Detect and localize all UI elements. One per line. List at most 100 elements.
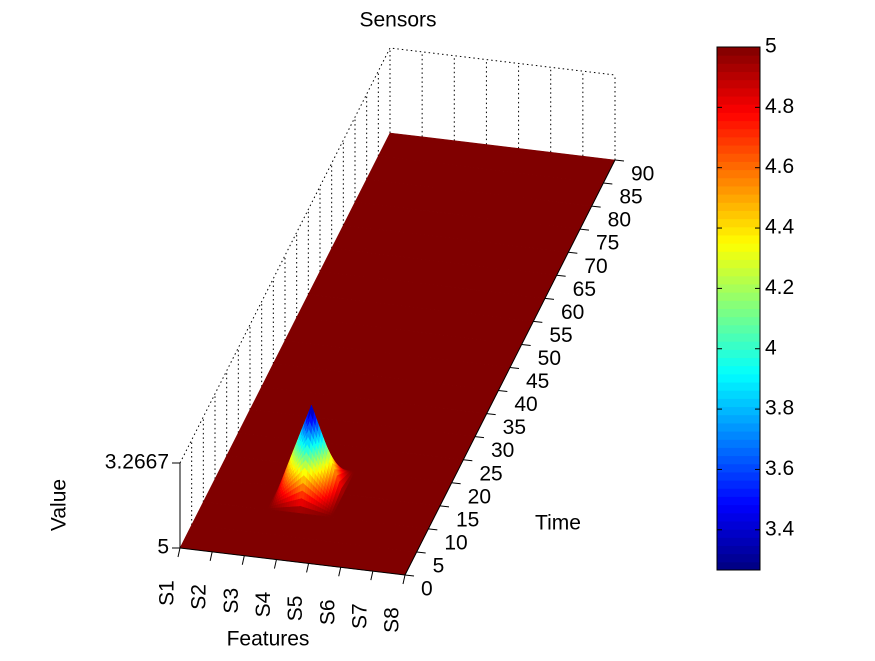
colorbar-cell — [717, 505, 760, 514]
colorbar-cell — [717, 423, 760, 432]
z-tick-label: 5 — [157, 536, 169, 559]
colorbar-cell — [717, 259, 760, 268]
colorbar-cell — [717, 317, 760, 326]
colorbar-cell — [717, 513, 760, 522]
colorbar-cell — [717, 88, 760, 97]
x-tick-label: S1 — [156, 580, 179, 606]
colorbar-cell — [717, 96, 760, 105]
colorbar-cell — [717, 292, 760, 301]
colorbar-cell — [717, 562, 760, 571]
colorbar-cell — [717, 309, 760, 318]
colorbar-tick-label: 5 — [765, 35, 777, 58]
colorbar-cell — [717, 153, 760, 162]
colorbar-cell — [717, 235, 760, 244]
y-tick-label: 70 — [584, 255, 607, 278]
colorbar-cell — [717, 341, 760, 350]
colorbar-cell — [717, 227, 760, 236]
y-tick-label: 75 — [596, 232, 619, 255]
colorbar-cell — [717, 358, 760, 367]
colorbar-cell — [717, 112, 760, 121]
colorbar-cell — [717, 537, 760, 546]
colorbar-cell — [717, 456, 760, 465]
colorbar-cell — [717, 145, 760, 154]
x-tick-label: S8 — [381, 607, 404, 633]
colorbar-cell — [717, 104, 760, 113]
x-tick-label: S7 — [348, 603, 371, 629]
colorbar-tick-label: 3.4 — [765, 517, 795, 540]
colorbar-cell — [717, 219, 760, 228]
colorbar-cell — [717, 480, 760, 489]
x-tick-label: S5 — [284, 596, 307, 622]
colorbar-cell — [717, 366, 760, 375]
y-tick-label: 5 — [433, 554, 445, 577]
z-tick-label: 3.2667 — [105, 451, 169, 474]
colorbar-tick-label: 3.8 — [765, 397, 794, 420]
y-tick-label: 20 — [468, 485, 491, 508]
colorbar-cell — [717, 210, 760, 219]
colorbar-cell — [717, 47, 760, 56]
colorbar-tick-label: 4.6 — [765, 155, 794, 178]
y-tick-label: 35 — [503, 416, 526, 439]
colorbar-cell — [717, 390, 760, 399]
y-tick-label: 55 — [549, 324, 572, 347]
surface-facet — [301, 498, 304, 506]
colorbar-cell — [717, 137, 760, 146]
y-tick-label: 60 — [561, 301, 584, 324]
colorbar-cell — [717, 284, 760, 293]
x-tick-label: S4 — [252, 591, 275, 617]
y-tick-label: 0 — [421, 578, 433, 601]
colorbar-cell — [717, 431, 760, 440]
colorbar-cell — [717, 496, 760, 505]
y-tick-label: 85 — [619, 186, 642, 209]
y-tick-label: 10 — [444, 531, 467, 554]
colorbar-tick-label: 4.8 — [765, 95, 794, 118]
y-tick-label: 45 — [526, 370, 549, 393]
y-tick-label: 90 — [631, 163, 654, 186]
colorbar-cell — [717, 161, 760, 170]
colorbar-cell — [717, 80, 760, 89]
colorbar-cell — [717, 72, 760, 81]
x-tick-label: S6 — [316, 599, 339, 625]
y-tick-label: 80 — [608, 209, 631, 232]
colorbar-cell — [717, 529, 760, 538]
y-tick-label: 65 — [573, 278, 596, 301]
colorbar-cell — [717, 488, 760, 497]
colorbar-tick-label: 3.6 — [765, 457, 794, 480]
colorbar-tick-label: 4.4 — [765, 216, 795, 239]
colorbar-cell — [717, 472, 760, 481]
colorbar-cell — [717, 300, 760, 309]
y-tick-label: 50 — [538, 347, 561, 370]
colorbar-cell — [717, 521, 760, 530]
colorbar-cell — [717, 407, 760, 416]
x-tick-label: S3 — [220, 588, 243, 614]
y-tick-label: 15 — [456, 508, 479, 531]
colorbar-cell — [717, 382, 760, 391]
colorbar-cell — [717, 121, 760, 130]
chart-title: Sensors — [359, 9, 436, 32]
colorbar-cell — [717, 464, 760, 473]
x-axis-label: Features — [227, 628, 310, 651]
colorbar-cell — [717, 545, 760, 554]
colorbar-tick-label: 4.2 — [765, 276, 794, 299]
colorbar-cell — [717, 374, 760, 383]
colorbar-cell — [717, 186, 760, 195]
colorbar-cell — [717, 349, 760, 358]
colorbar-cell — [717, 325, 760, 334]
colorbar-cell — [717, 439, 760, 448]
colorbar-cell — [717, 178, 760, 187]
colorbar-cell — [717, 447, 760, 456]
colorbar-cell — [717, 333, 760, 342]
surface-facet — [300, 506, 303, 514]
colorbar-cell — [717, 194, 760, 203]
colorbar-cell — [717, 129, 760, 138]
colorbar-cell — [717, 55, 760, 64]
x-tick-label: S2 — [188, 584, 211, 610]
z-axis-label: Value — [48, 479, 71, 531]
colorbar-cell — [717, 415, 760, 424]
y-axis-label: Time — [535, 512, 581, 535]
colorbar-cell — [717, 276, 760, 285]
colorbar-tick-label: 4 — [765, 336, 777, 359]
colorbar-cell — [717, 243, 760, 252]
